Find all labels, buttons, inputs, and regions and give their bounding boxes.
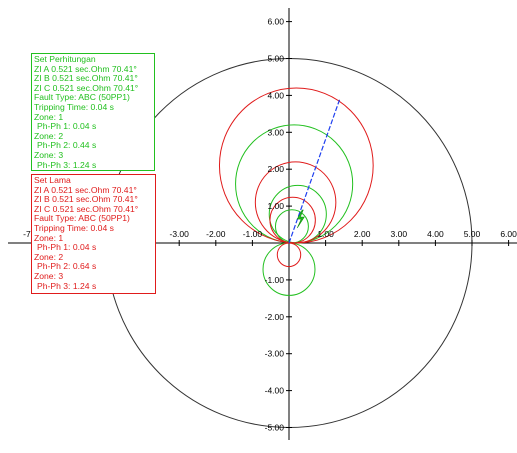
legend-zi-c: ZI C 0.521 sec.Ohm 70.41° xyxy=(34,203,139,214)
x-tick-label: 4.00 xyxy=(427,229,444,239)
legend-zone-2: Zone: 2 xyxy=(34,251,64,262)
legend-zone-3-time: Ph-Ph 3: 1.24 s xyxy=(37,280,97,291)
legend-zi-b: ZI B 0.521 sec.Ohm 70.41° xyxy=(34,194,138,205)
fault-point-icon xyxy=(296,209,305,229)
y-tick-label: -4.00 xyxy=(265,386,285,396)
x-tick-label: 6.00 xyxy=(500,229,517,239)
axes-layer xyxy=(8,8,517,440)
legend-zone-2-time: Ph-Ph 2: 0.44 s xyxy=(37,140,97,151)
legend-zone-3: Zone: 3 xyxy=(34,149,64,160)
legend-zone-1-time: Ph-Ph 1: 0.04 s xyxy=(37,121,97,132)
legend-zone-2-time: Ph-Ph 2: 0.64 s xyxy=(37,261,97,272)
zone-circle-set-perhitungan xyxy=(235,124,354,244)
legend-zi-c: ZI C 0.521 sec.Ohm 70.41° xyxy=(34,82,139,93)
characteristics-layer xyxy=(218,87,374,296)
y-tick-label: 1.00 xyxy=(267,201,284,211)
legend-zi-b: ZI B 0.521 sec.Ohm 70.41° xyxy=(34,73,138,84)
legend-title: Set Perhitungan xyxy=(34,54,96,64)
x-tick-label: 1.00 xyxy=(317,229,334,239)
legend-tripping-time: Tripping Time: 0.04 s xyxy=(34,222,114,233)
y-tick-label: 5.00 xyxy=(267,54,284,64)
x-tick-label: 2.00 xyxy=(354,229,371,239)
x-tick-label: -3.00 xyxy=(170,229,190,239)
y-tick-label: 4.00 xyxy=(267,90,284,100)
y-tick-label: 3.00 xyxy=(267,127,284,137)
zone-circle-set-lama xyxy=(269,196,316,244)
legend-fault-type: Fault Type: ABC (50PP1) xyxy=(34,92,130,103)
y-tick-label: -3.00 xyxy=(265,349,285,359)
legend-fault-type: Fault Type: ABC (50PP1) xyxy=(34,213,130,224)
x-tick-label: 3.00 xyxy=(391,229,408,239)
line-impedance-layer xyxy=(288,99,341,244)
x-tick-label: 5.00 xyxy=(464,229,481,239)
legend-zi-a: ZI A 0.521 sec.Ohm 70.41° xyxy=(34,184,137,195)
legend-zone-3: Zone: 3 xyxy=(34,270,64,281)
legend-zone-1-time: Ph-Ph 1: 0.04 s xyxy=(37,242,97,253)
x-tick-label: -1.00 xyxy=(243,229,263,239)
legend-zone-2: Zone: 2 xyxy=(34,130,64,141)
legend-set-lama: Set Lama ZI A 0.521 sec.Ohm 70.41° ZI B … xyxy=(31,174,156,294)
legend-zone-1: Zone: 1 xyxy=(34,232,64,243)
legend-zone-3-time: Ph-Ph 3: 1.24 s xyxy=(37,159,97,170)
y-tick-label: -2.00 xyxy=(265,312,285,322)
y-tick-label: -5.00 xyxy=(265,423,285,433)
legend-zi-a: ZI A 0.521 sec.Ohm 70.41° xyxy=(34,63,137,74)
x-tick-label: -2.00 xyxy=(206,229,226,239)
y-tick-label: 6.00 xyxy=(267,17,284,27)
zone-circle-set-perhitungan xyxy=(274,209,309,244)
legend-title: Set Lama xyxy=(34,175,71,185)
y-tick-label: 2.00 xyxy=(267,164,284,174)
y-tick-label: -1.00 xyxy=(265,275,285,285)
legend-set-perhitungan: Set Perhitungan ZI A 0.521 sec.Ohm 70.41… xyxy=(31,53,155,171)
legend-tripping-time: Tripping Time: 0.04 s xyxy=(34,101,114,112)
line-impedance xyxy=(288,99,341,244)
legend-zone-1: Zone: 1 xyxy=(34,111,64,122)
